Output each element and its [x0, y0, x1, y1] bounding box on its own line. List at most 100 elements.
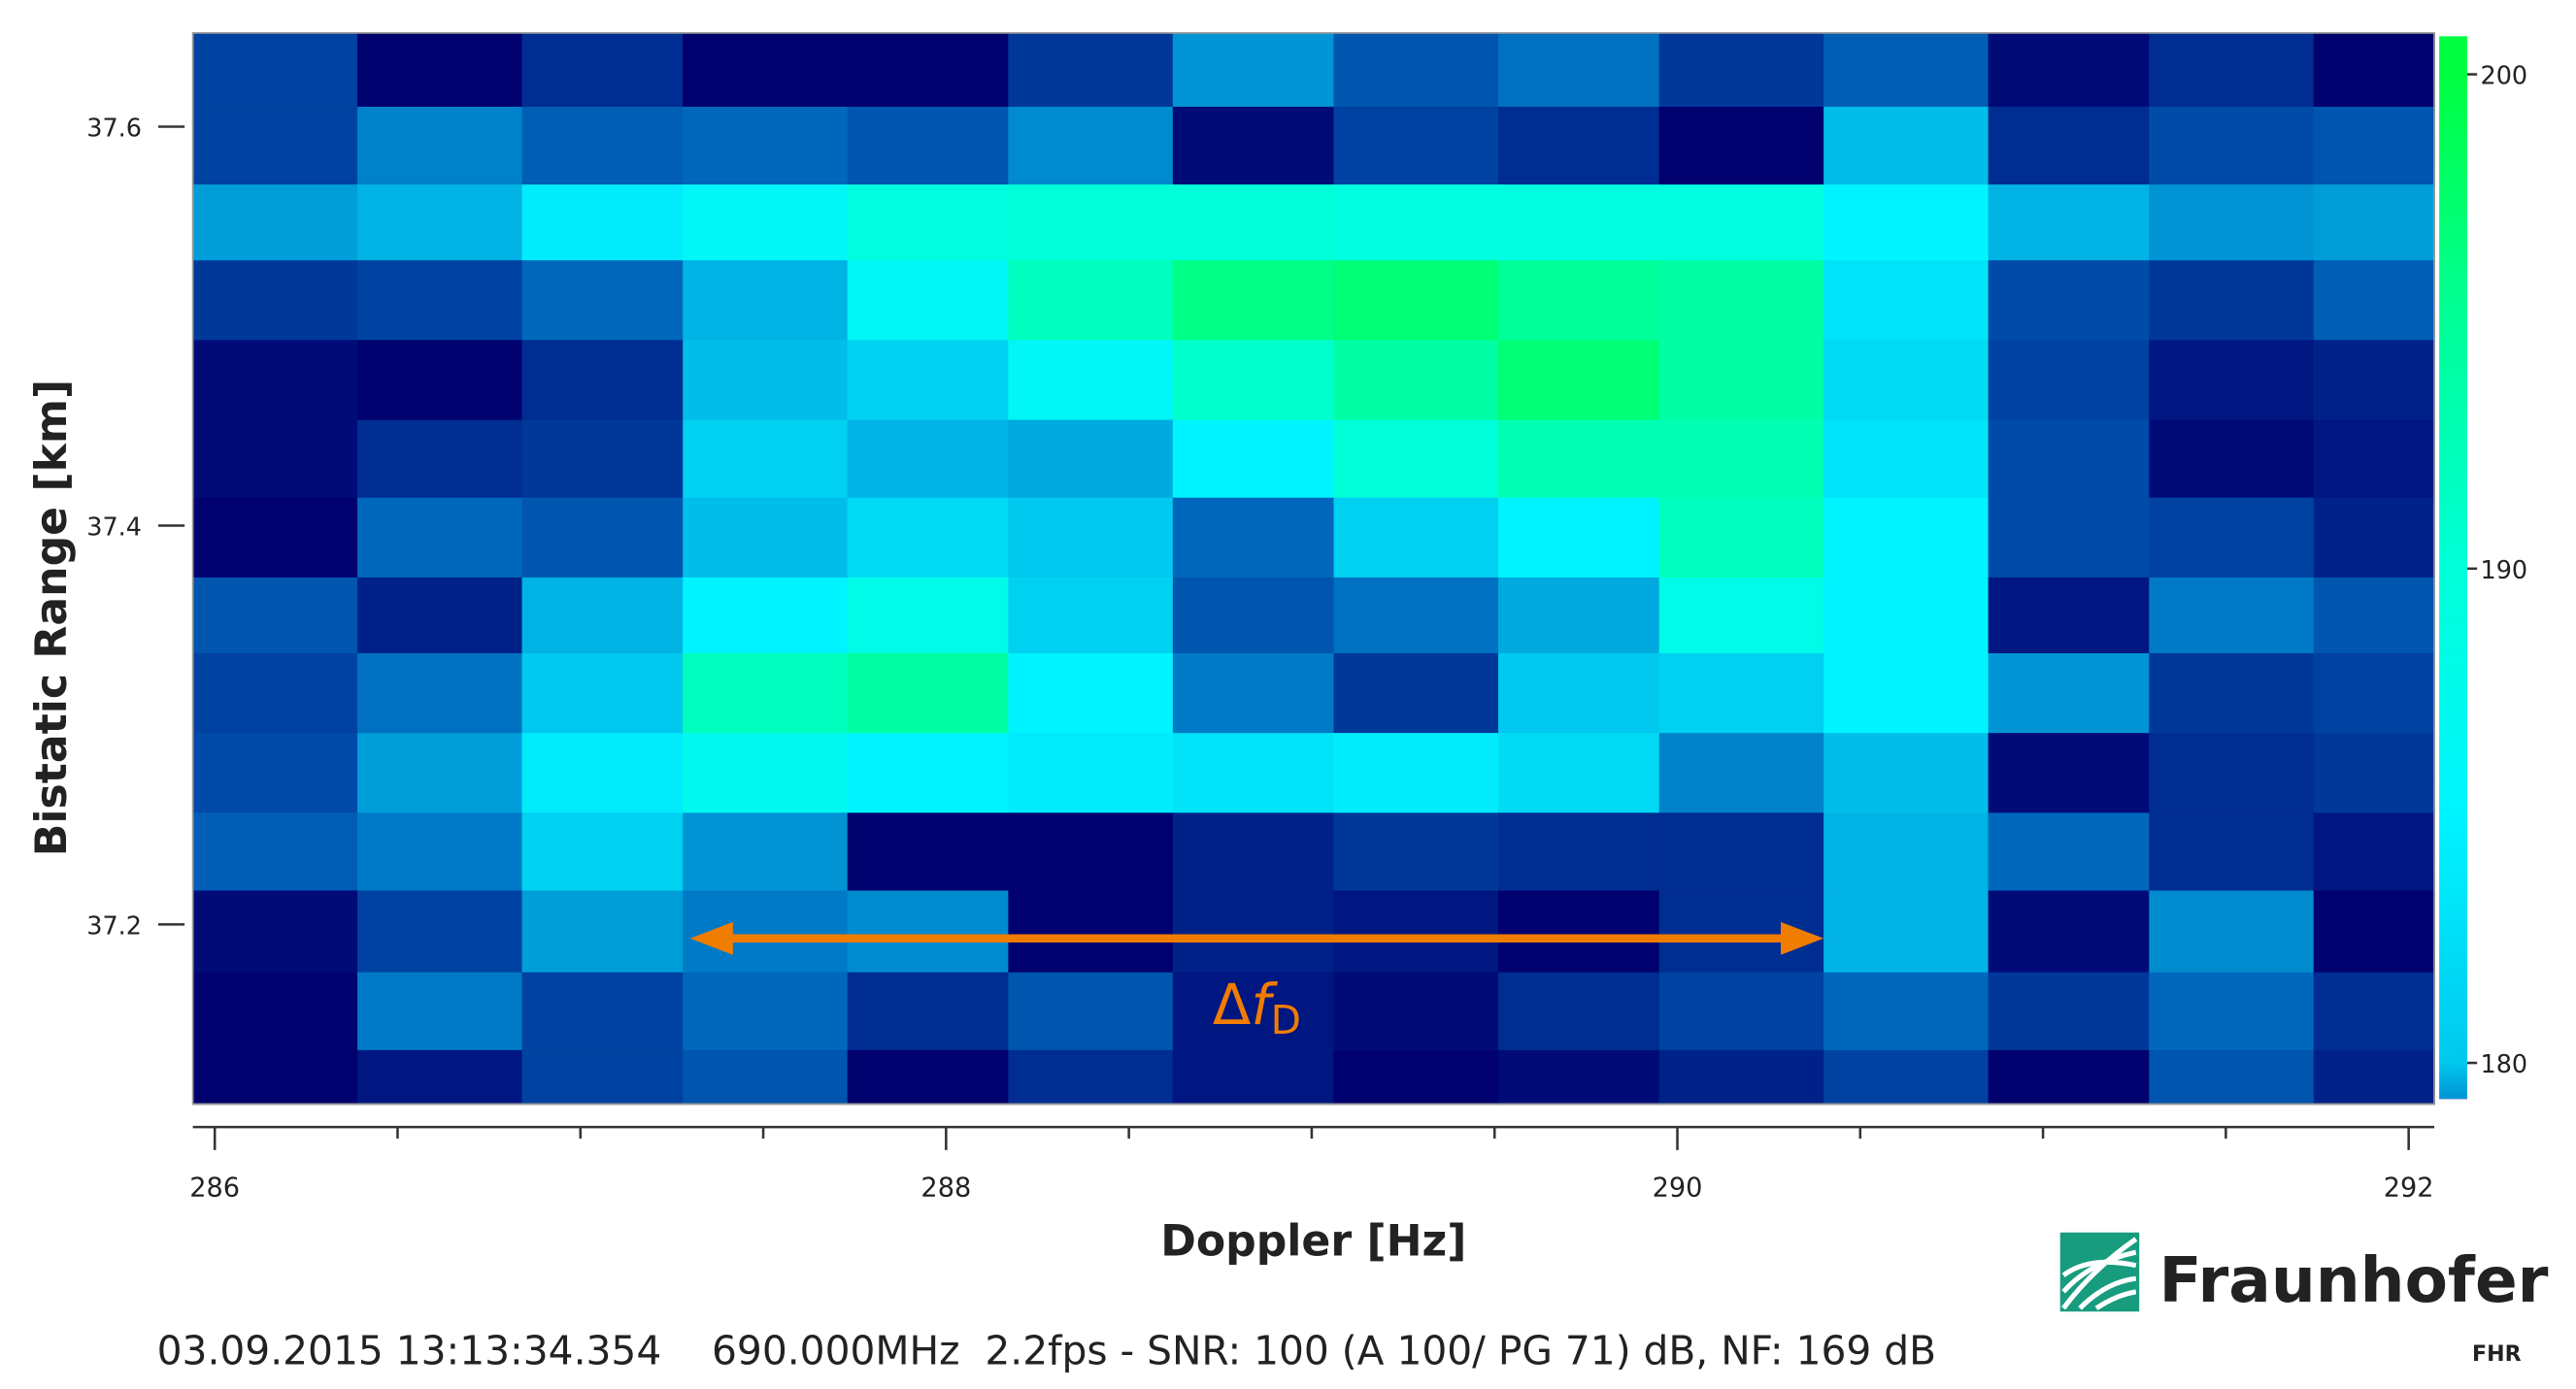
heatmap-cell [357, 812, 523, 892]
heatmap-cell [192, 972, 358, 1051]
x-tick-label: 290 [1653, 1173, 1703, 1203]
heatmap-cell [2313, 1049, 2435, 1106]
heatmap-cell [683, 1049, 849, 1106]
heatmap-cell [2313, 497, 2435, 579]
heatmap-cell [521, 32, 685, 108]
arrow-head [689, 921, 733, 955]
heatmap-cell [521, 260, 685, 342]
heatmap-cell [683, 419, 849, 499]
heatmap-cell [2313, 184, 2435, 262]
heatmap-cell [521, 106, 685, 185]
heatmap-cell [1988, 890, 2151, 974]
heatmap-cell [1333, 32, 1499, 108]
heatmap-cell [1658, 32, 1824, 108]
heatmap-cell [1497, 497, 1660, 579]
heatmap-cell [1333, 733, 1499, 814]
heatmap-cell [1988, 340, 2151, 421]
heatmap-cell [1988, 32, 2151, 108]
heatmap-cell [1988, 1049, 2151, 1106]
heatmap-cell [1172, 260, 1335, 342]
heatmap-cell [1823, 497, 1990, 579]
heatmap-cell [847, 106, 1010, 185]
heatmap-cell [2149, 32, 2315, 108]
heatmap-cell [1658, 733, 1824, 814]
heatmap-cell [2313, 106, 2435, 185]
heatmap-cell [1008, 340, 1174, 421]
heatmap-cell [1823, 1049, 1990, 1106]
heatmap-cell [2149, 106, 2315, 185]
heatmap-cell [1658, 260, 1824, 342]
arrow-head [1781, 921, 1824, 955]
heatmap-cell [357, 419, 523, 499]
heatmap-cell [1823, 340, 1990, 421]
heatmap-cell [1823, 32, 1990, 108]
heatmap-cell [192, 497, 358, 579]
heatmap-cell [2149, 497, 2315, 579]
heatmap-cell [1008, 577, 1174, 654]
colorbar-tick-label: 190 [2481, 556, 2528, 585]
heatmap-cell [1333, 652, 1499, 735]
heatmap-cell [2149, 419, 2315, 499]
heatmap-cell [1497, 260, 1660, 342]
heatmap-cell [1008, 497, 1174, 579]
colorbar-tick-label: 200 [2481, 62, 2528, 91]
heatmap-cell [1333, 890, 1499, 974]
heatmap-cell [1823, 106, 1990, 185]
heatmap-cell [521, 577, 685, 654]
heatmap-cell [1333, 419, 1499, 499]
heatmap-cell [357, 652, 523, 735]
heatmap-cell [192, 260, 358, 342]
heatmap-cell [847, 260, 1010, 342]
heatmap-cell [2149, 890, 2315, 974]
heatmap-cell [1658, 106, 1824, 185]
annotation-symbol: Δ [1213, 972, 1251, 1038]
heatmap-cell [1172, 733, 1335, 814]
heatmap-cell [1497, 812, 1660, 892]
heatmap-cell [357, 1049, 523, 1106]
heatmap-cell [1658, 577, 1824, 654]
heatmap-cell [1988, 577, 2151, 654]
heatmap-cell [847, 184, 1010, 262]
heatmap-cell [357, 890, 523, 974]
heatmap-cell [2149, 340, 2315, 421]
heatmap-cell [357, 972, 523, 1051]
heatmap-cell [1008, 419, 1174, 499]
heatmap-cell [1823, 260, 1990, 342]
heatmap-cell [2313, 652, 2435, 735]
x-tick-label: 286 [189, 1173, 240, 1203]
heatmap-cell [1008, 812, 1174, 892]
plot-frame [191, 32, 2435, 1106]
heatmap-cell [1823, 890, 1990, 974]
heatmap-cell [1823, 184, 1990, 262]
heatmap-cell [1172, 972, 1335, 1051]
heatmap-cell [521, 419, 685, 499]
heatmap-cell [683, 260, 849, 342]
heatmap-cell [847, 340, 1010, 421]
heatmap-cell [1008, 260, 1174, 342]
heatmap-cell [192, 32, 358, 108]
heatmap-cell [192, 419, 358, 499]
heatmap-cell [521, 497, 685, 579]
heatmap-cell [1008, 733, 1174, 814]
heatmap-cell [1008, 972, 1174, 1051]
heatmap-cell [1823, 577, 1990, 654]
heatmap-cell [357, 733, 523, 814]
x-axis-label: Doppler [Hz] [1160, 1217, 1466, 1267]
heatmap-cell [1497, 652, 1660, 735]
heatmap-cell [683, 972, 849, 1051]
heatmap-cell [192, 577, 358, 654]
heatmap-cell [521, 812, 685, 892]
heatmap-cell [2313, 733, 2435, 814]
heatmap-cell [1658, 972, 1824, 1051]
heatmap-cell [1988, 972, 2151, 1051]
heatmap-cell [1497, 184, 1660, 262]
heatmap-cell [847, 890, 1010, 974]
annotation-label: ΔfD [1213, 972, 1301, 1043]
heatmap-cell [2149, 577, 2315, 654]
heatmap-cell [357, 32, 523, 108]
heatmap-cell [2149, 260, 2315, 342]
heatmap-cell [847, 577, 1010, 654]
heatmap-cell [1988, 260, 2151, 342]
heatmap-cell [683, 497, 849, 579]
